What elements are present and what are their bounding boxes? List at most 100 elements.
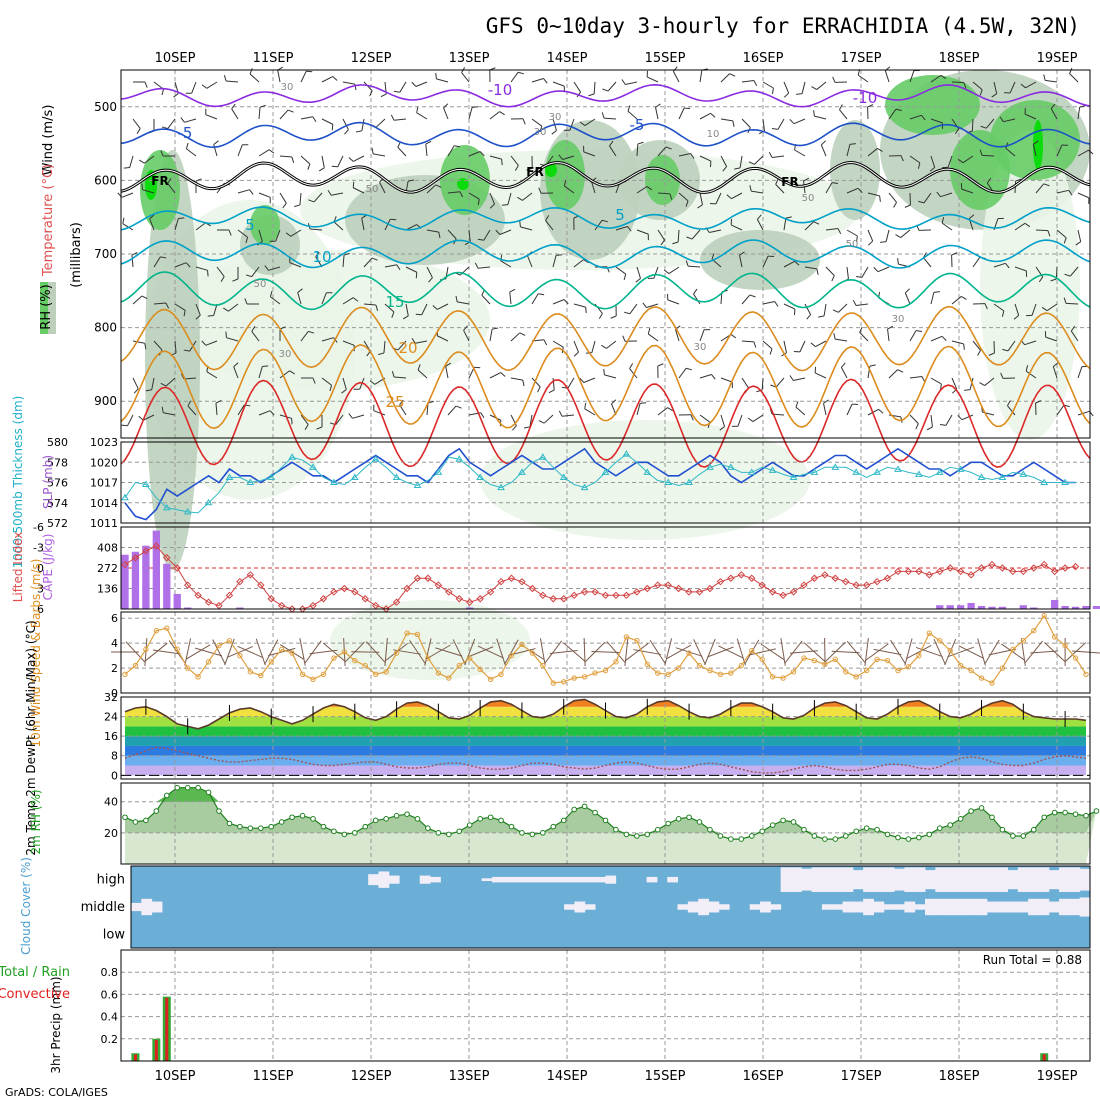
wind-barb	[816, 81, 827, 90]
wind-speed-marker	[634, 637, 640, 644]
rh-contour-label: 30	[534, 127, 547, 138]
wind-barb	[373, 410, 386, 416]
wind-barb	[1014, 266, 1027, 272]
wind-barb-flag	[1024, 222, 1031, 228]
wind-barb-flag	[839, 104, 843, 110]
wind-barb	[545, 220, 554, 231]
wind-barb	[127, 414, 134, 426]
wind-barb-flag	[160, 256, 167, 259]
wind-barb	[507, 192, 512, 205]
wind-barb-flag	[285, 232, 292, 237]
wind-barb-flag	[1013, 315, 1020, 320]
wind-barb-flag	[517, 71, 524, 75]
cloud-cover-bar	[419, 875, 431, 884]
wind-speed-marker	[268, 659, 274, 665]
isotherm-line	[120, 239, 1091, 269]
rh-marker	[132, 819, 139, 825]
precip-tick-label: 0.4	[101, 1011, 119, 1024]
rh-shading-area	[145, 150, 200, 570]
isotherm-line	[120, 305, 1091, 372]
lifted-index-marker	[486, 588, 495, 596]
wind-barb	[752, 414, 764, 422]
wind-speed-marker	[790, 669, 797, 675]
wind-barb	[270, 296, 281, 305]
lifted-index-marker	[612, 591, 620, 600]
date-tick-label-bottom: 12SEP	[351, 1069, 392, 1084]
wind-barb-flag	[144, 81, 148, 88]
wind-barb	[603, 117, 617, 120]
date-tick-label-top: 16SEP	[743, 51, 784, 66]
cape-bar	[1061, 605, 1069, 609]
thickness-tick-label: 576	[47, 477, 68, 490]
wind-barb	[691, 229, 701, 240]
rh-marker	[769, 822, 776, 828]
wind-barb-flag	[279, 326, 286, 330]
wind-barb	[457, 301, 470, 305]
cape-bar	[163, 563, 171, 609]
wind-barb	[237, 144, 243, 157]
wind-barb-flag	[512, 425, 517, 431]
wind-barb-flag	[622, 335, 626, 342]
wind-barb-flag	[878, 408, 884, 414]
wind-speed-marker	[195, 674, 201, 680]
wind-speed-marker	[602, 667, 609, 674]
wind-barb-flag	[897, 258, 899, 265]
wind-barb-flag	[522, 379, 525, 387]
thickness-marker	[162, 503, 171, 511]
wind-speed-marker	[143, 646, 149, 653]
thickness-tick-label: 578	[47, 456, 68, 469]
precip-convective-bar	[133, 1054, 137, 1061]
wind-barb	[930, 74, 942, 83]
wind-barb	[504, 639, 519, 665]
cloud-cover-bar	[945, 898, 957, 916]
wind-barb	[409, 640, 426, 664]
cloud-cover-bar	[1059, 867, 1070, 892]
rh-marker	[352, 830, 358, 836]
wind-barb	[481, 294, 491, 305]
wind-barb-flag	[669, 193, 673, 200]
wind-barb	[885, 229, 890, 242]
date-tick-label-top: 17SEP	[841, 51, 882, 66]
thickness-marker	[183, 507, 192, 515]
wind-barb	[945, 414, 953, 426]
wind-barb-flag	[522, 118, 526, 125]
wind-barb	[839, 109, 848, 120]
cloud-cover-bar	[564, 876, 575, 883]
date-tick-label-bottom: 14SEP	[547, 1069, 588, 1084]
wind-barb	[321, 292, 327, 305]
temp-color-band	[125, 755, 1086, 766]
wind-barb	[923, 192, 932, 204]
wind-speed-marker	[153, 627, 160, 634]
wind-barb	[687, 265, 701, 268]
wind-speed-marker	[247, 669, 254, 675]
wind-barb-flag	[294, 204, 301, 208]
cloud-cover-bar	[760, 901, 771, 913]
wind-barb-flag	[245, 274, 252, 278]
wind-barb-flag	[180, 117, 185, 123]
wind-speed-marker	[978, 675, 985, 681]
wind-barb-flag	[747, 417, 754, 422]
wind-barb-flag	[563, 180, 567, 187]
wind-barb-flag	[601, 344, 607, 349]
cape-bar	[184, 607, 192, 609]
wind-barb-flag	[915, 330, 923, 333]
wind-barb	[1024, 340, 1037, 346]
rh-marker	[926, 831, 933, 838]
wind-barb-flag	[161, 406, 164, 413]
wind-barb-flag	[579, 377, 585, 383]
wind-barb-flag	[646, 186, 653, 191]
rh-marker	[1093, 808, 1100, 814]
panel-frame	[120, 949, 1091, 1062]
wind-barb	[195, 222, 206, 231]
wind-barb	[958, 645, 984, 659]
wind-barb-flag	[904, 288, 910, 294]
wind-barb	[804, 221, 814, 231]
wind-barb	[405, 303, 409, 316]
wind-speed-marker	[707, 667, 713, 674]
lifted-index-marker	[852, 581, 860, 589]
wind-barb	[825, 182, 833, 194]
wind-barb-flag	[999, 116, 1004, 122]
thickness-marker	[288, 453, 297, 460]
wind-barb	[399, 404, 407, 416]
